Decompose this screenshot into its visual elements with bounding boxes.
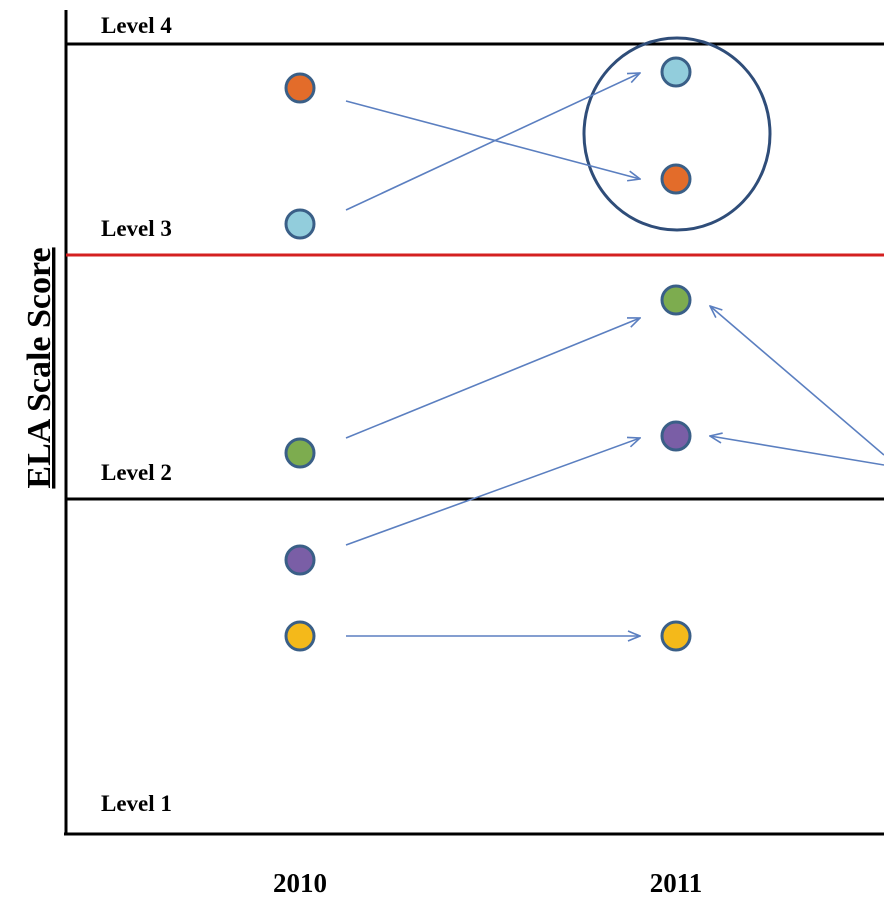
marker-2010-green xyxy=(284,437,316,469)
arrow-orange xyxy=(345,100,640,179)
marker-2011-green xyxy=(660,284,692,316)
marker-2011-yellow xyxy=(660,620,692,652)
arrow-green xyxy=(345,318,640,439)
arrow-purple xyxy=(345,438,640,546)
arrow-light-blue xyxy=(345,73,640,211)
marker-2010-orange xyxy=(284,72,316,104)
level-3-label: Level 3 xyxy=(101,216,172,241)
level-1-label: Level 1 xyxy=(101,791,172,816)
x-label-2010: 2010 xyxy=(273,868,327,897)
marker-2011-orange xyxy=(660,163,692,195)
arrow-offpage-to-green xyxy=(710,306,884,456)
level-4-highlight-ellipse xyxy=(582,36,772,232)
level-2-label: Level 2 xyxy=(101,460,172,485)
markers-2011 xyxy=(660,56,692,652)
marker-2010-purple xyxy=(284,544,316,576)
marker-2010-yellow xyxy=(284,620,316,652)
marker-2011-light-blue xyxy=(660,56,692,88)
arrow-offpage-to-purple xyxy=(710,436,884,466)
markers-2010 xyxy=(284,72,316,652)
x-label-2011: 2011 xyxy=(650,868,703,897)
level-4-label: Level 4 xyxy=(101,13,172,38)
marker-2010-light-blue xyxy=(284,208,316,240)
y-axis-label: ELA Scale Score xyxy=(21,247,58,488)
marker-2011-purple xyxy=(660,420,692,452)
arrow-group xyxy=(345,73,884,636)
